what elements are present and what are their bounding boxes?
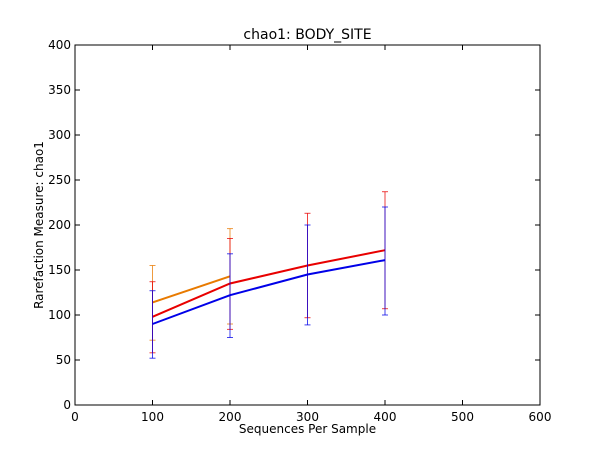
series-2 bbox=[149, 206, 388, 359]
y-axis-label: Rarefaction Measure: chao1 bbox=[32, 141, 46, 309]
axes: 0 100 200 300 400 500 600 0 50 100 150 200 250 300 350… bbox=[48, 38, 551, 424]
series-line bbox=[152, 259, 386, 325]
x-tick-label: 100 bbox=[141, 410, 164, 424]
chart-title: chao1: BODY_SITE bbox=[243, 27, 371, 43]
x-tick-label: 300 bbox=[296, 410, 319, 424]
series-1 bbox=[149, 191, 388, 354]
y-tick-label: 300 bbox=[48, 128, 71, 142]
x-axis-label: Sequences Per Sample bbox=[239, 422, 376, 436]
series-line bbox=[152, 275, 231, 304]
y-tick-label: 350 bbox=[48, 83, 71, 97]
y-tick-label: 150 bbox=[48, 263, 71, 277]
plot-area bbox=[149, 191, 388, 359]
y-tick-label: 0 bbox=[63, 398, 71, 412]
x-tick-label: 500 bbox=[451, 410, 474, 424]
x-tick-label: 400 bbox=[374, 410, 397, 424]
y-tick-label: 200 bbox=[48, 218, 71, 232]
series-0 bbox=[149, 228, 233, 341]
y-tick-label: 400 bbox=[48, 38, 71, 52]
y-tick-label: 100 bbox=[48, 308, 71, 322]
x-tick-label: 600 bbox=[529, 410, 552, 424]
x-tick-label: 0 bbox=[71, 410, 79, 424]
y-tick-label: 250 bbox=[48, 173, 71, 187]
series-line bbox=[152, 249, 386, 318]
y-tick-label: 50 bbox=[56, 353, 71, 367]
x-tick-label: 200 bbox=[219, 410, 242, 424]
